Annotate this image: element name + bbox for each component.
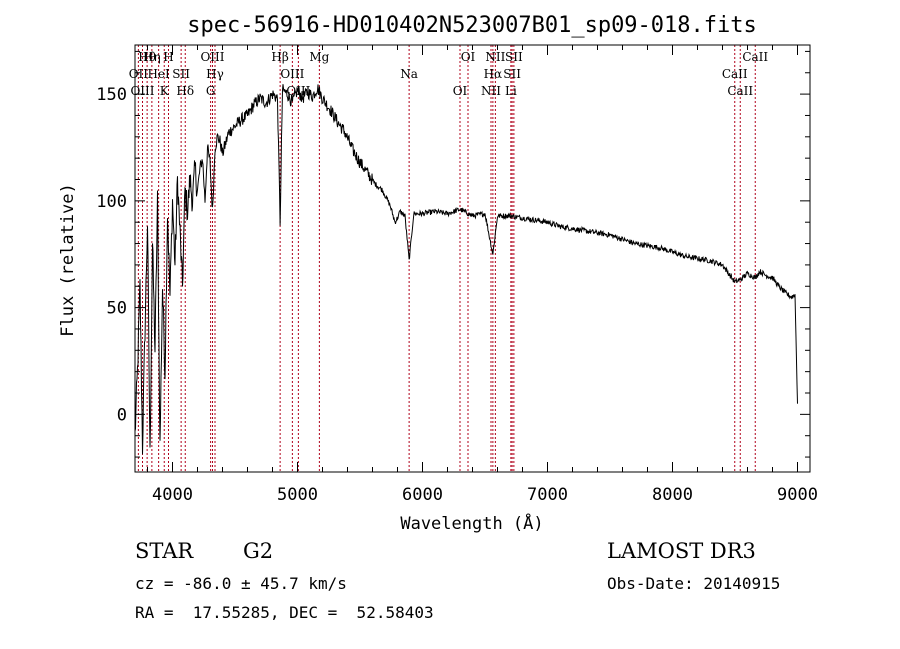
spectral-line-markers: [137, 45, 756, 472]
spectral-line-label: Hα: [484, 67, 503, 81]
spectral-line-label: SII: [172, 67, 190, 81]
spectral-line-label: OI: [461, 50, 476, 64]
spectral-line-label: SII: [505, 50, 523, 64]
y-axis: 0 50 100 150: [96, 50, 810, 458]
spectral-line-label: CaII: [727, 84, 753, 98]
object-subclass: G2: [243, 539, 274, 563]
y-tick-label: 0: [117, 405, 127, 425]
y-tick-label: 150: [96, 85, 127, 105]
y-tick-label: 100: [96, 192, 127, 212]
survey-name: LAMOST DR3: [607, 539, 756, 563]
spectral-line-label: NII: [481, 84, 501, 98]
spectral-line-label: CaII: [722, 67, 748, 81]
spectral-line-label: CaII: [742, 50, 768, 64]
x-tick-label: 9000: [777, 485, 818, 505]
x-tick-label: 6000: [402, 485, 443, 505]
x-tick-label: 4000: [152, 485, 193, 505]
spectral-line-label: Mg: [309, 50, 329, 64]
x-tick-label: 7000: [527, 485, 568, 505]
x-tick-label: 8000: [652, 485, 693, 505]
spectral-line-label: OIII: [200, 50, 224, 64]
spectral-line-label: Hβ: [271, 50, 288, 64]
spectral-line-label: Hδ: [176, 84, 194, 98]
plot-frame: [134, 44, 811, 473]
x-axis: 4000 5000 6000 7000 8000 9000: [147, 45, 818, 505]
spectral-line-label: OIII: [130, 84, 154, 98]
x-tick-label: 5000: [277, 485, 318, 505]
coordinates: RA = 17.55285, DEC = 52.58403: [135, 603, 434, 622]
spectral-line-label: HeI: [147, 67, 170, 81]
spectral-line-label: SII: [503, 67, 521, 81]
chart-title: spec-56916-HD010402N523007B01_sp09-018.f…: [187, 13, 757, 38]
spectral-line-label: Hθ: [138, 50, 156, 64]
spectral-line-label: OI: [453, 84, 468, 98]
redshift-velocity: cz = -86.0 ± 45.7 km/s: [135, 574, 347, 593]
spectral-line-label: Hη: [143, 50, 161, 64]
flux-series: [134, 84, 798, 455]
y-axis-label: Flux (relative): [58, 183, 78, 337]
spectral-line-label: Hγ: [206, 67, 224, 81]
spectral-line-label: OIII: [280, 67, 304, 81]
y-tick-label: 50: [107, 299, 127, 319]
spectral-line-label: Li: [505, 84, 517, 98]
spectral-line-label: G: [206, 84, 216, 98]
spectral-line-label: Na: [400, 67, 418, 81]
spectral-line-label: K: [160, 84, 170, 98]
spectral-line-label: OII: [129, 67, 149, 81]
flux-line: [134, 84, 798, 455]
spectral-line-label: H: [163, 50, 173, 64]
observation-date: Obs-Date: 20140915: [607, 574, 781, 593]
spectral-line-labels: HθOIIOIIIHηHeIKHSIIHδOIIIHγGHβOIIIOIIIMg…: [129, 50, 769, 98]
spectral-line-label: NII: [485, 50, 505, 64]
x-axis-label: Wavelength (Å): [400, 512, 543, 534]
object-class: STAR: [135, 539, 194, 563]
